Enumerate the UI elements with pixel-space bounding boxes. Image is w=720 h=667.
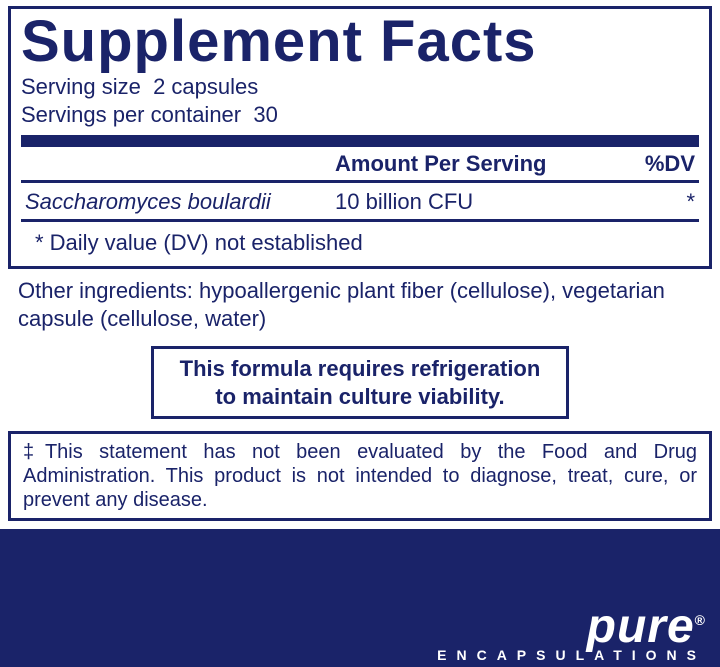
- header-dv: %DV: [605, 151, 695, 177]
- dv-footnote: * Daily value (DV) not established: [21, 222, 699, 258]
- registered-icon: ®: [695, 612, 706, 628]
- refrigeration-box-wrap: This formula requires refrigeration to m…: [0, 346, 720, 419]
- ingredient-amount: 10 billion CFU: [335, 189, 605, 215]
- ingredient-name: Saccharomyces boulardii: [25, 189, 335, 215]
- supplement-facts-panel: Supplement Facts Serving size 2 capsules…: [8, 6, 712, 269]
- thick-rule: [21, 135, 699, 147]
- other-ingredients: Other ingredients: hypoallergenic plant …: [0, 269, 720, 332]
- table-header-row: Amount Per Serving %DV: [21, 147, 699, 183]
- refrigeration-box: This formula requires refrigeration to m…: [151, 346, 570, 419]
- serving-size-label: Serving size: [21, 74, 141, 99]
- brand-bar: pure® ENCAPSULATIONS: [0, 529, 720, 667]
- serving-size-value: 2 capsules: [153, 74, 258, 99]
- servings-per-container-label: Servings per container: [21, 102, 241, 127]
- servings-per-container-row: Servings per container 30: [21, 101, 699, 129]
- fda-disclaimer-text: ‡This statement has not been evaluated b…: [23, 440, 697, 512]
- servings-per-container-value: 30: [253, 102, 277, 127]
- panel-title: Supplement Facts: [21, 13, 699, 71]
- refrigeration-line2: to maintain culture viability.: [180, 383, 541, 411]
- serving-size-row: Serving size 2 capsules: [21, 73, 699, 101]
- header-amount-per-serving: Amount Per Serving: [335, 151, 605, 177]
- brand-subtitle: ENCAPSULATIONS: [437, 647, 706, 663]
- brand-name: pure: [587, 600, 695, 653]
- refrigeration-line1: This formula requires refrigeration: [180, 355, 541, 383]
- table-row: Saccharomyces boulardii 10 billion CFU *: [21, 183, 699, 222]
- ingredient-dv: *: [605, 189, 695, 215]
- fda-disclaimer-box: ‡This statement has not been evaluated b…: [8, 431, 712, 521]
- brand-logo: pure® ENCAPSULATIONS: [437, 605, 706, 663]
